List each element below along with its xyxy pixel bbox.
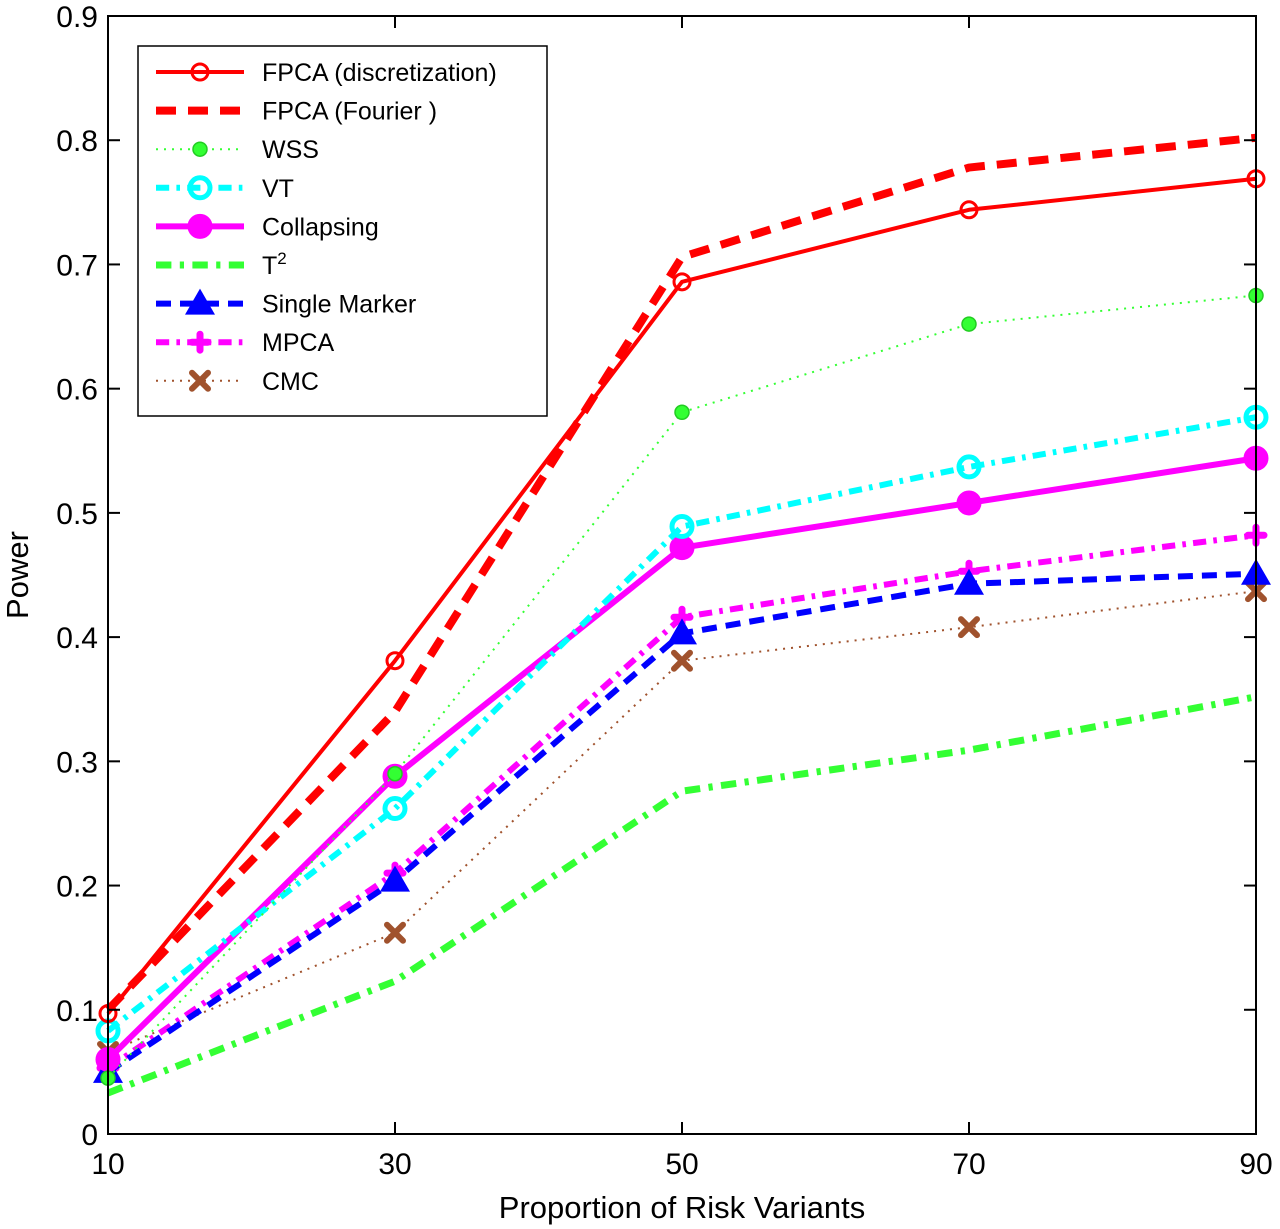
y-tick-label: 0.6 — [56, 374, 98, 407]
data-point — [674, 404, 690, 421]
y-tick-label: 0.9 — [56, 1, 98, 34]
legend-entry: T2 — [156, 249, 287, 280]
data-point — [956, 454, 982, 480]
legend-entry: FPCA (Fourier ) — [156, 98, 437, 126]
legend-entry: MPCA — [156, 329, 335, 357]
series-line — [106, 414, 1257, 1034]
legend-marker — [188, 330, 212, 354]
legend-marker — [187, 175, 213, 201]
x-axis-title: Proportion of Risk Variants — [499, 1190, 865, 1225]
data-point — [385, 651, 405, 671]
data-point — [956, 490, 982, 516]
data-point — [387, 766, 403, 782]
data-point — [384, 921, 406, 944]
legend-entry: WSS — [156, 136, 319, 164]
legend-entry: VT — [156, 175, 294, 203]
y-tick-label: 0.4 — [56, 622, 98, 655]
legend-marker — [187, 213, 213, 239]
series-line — [106, 176, 1257, 1015]
data-point — [959, 200, 979, 220]
y-tick-label: 0.7 — [56, 249, 98, 282]
y-tick-label: 0.1 — [56, 995, 98, 1028]
data-point — [669, 514, 695, 540]
data-point — [667, 618, 697, 645]
legend-label: FPCA (Fourier ) — [262, 98, 437, 126]
legend-entry: FPCA (discretization) — [156, 59, 497, 87]
legend-entry: Collapsing — [156, 213, 379, 241]
legend-entry: Single Marker — [156, 288, 416, 319]
axis-ticks: 10 30 50 70 90 0 0.1 0.2 0.3 0.4 0.5 0.6 0.7 0.8 0.9 — [56, 1, 1272, 1181]
y-axis-title: Power — [0, 531, 35, 619]
series-line — [106, 532, 1257, 1071]
x-tick-label: 70 — [952, 1148, 985, 1181]
legend-marker — [185, 288, 215, 315]
legend-entry: CMC — [156, 368, 319, 396]
data-point — [380, 865, 410, 892]
data-point — [958, 616, 980, 639]
data-point — [669, 535, 695, 561]
series-line — [105, 133, 1257, 1013]
legend-label: MPCA — [262, 329, 335, 357]
y-tick-label: 0.8 — [56, 125, 98, 158]
legend-marker — [190, 62, 210, 82]
data-point — [382, 796, 408, 822]
legend-label: Collapsing — [262, 213, 379, 241]
data-point — [954, 568, 984, 595]
legend-label: CMC — [262, 368, 319, 396]
legend-label: VT — [262, 175, 294, 203]
y-tick-label: 0.3 — [56, 746, 98, 779]
y-tick-label: 0.2 — [56, 871, 98, 904]
y-tick-label: 0 — [81, 1119, 98, 1152]
x-tick-label: 90 — [1239, 1148, 1272, 1181]
legend-label-superscript: 2 — [277, 249, 286, 268]
data-point — [672, 272, 692, 292]
legend-marker — [192, 141, 208, 157]
series-fpca-fourier — [105, 133, 1257, 1013]
legend-marker — [189, 369, 211, 392]
x-tick-label: 30 — [378, 1148, 411, 1181]
legend-label: FPCA (discretization) — [262, 59, 497, 87]
x-tick-label: 50 — [665, 1148, 698, 1181]
y-tick-label: 0.5 — [56, 498, 98, 531]
data-point — [671, 649, 693, 672]
data-point — [961, 316, 977, 332]
legend: FPCA (discretization) FPCA (Fourier ) WSS V… — [137, 45, 548, 417]
x-tick-label: 10 — [91, 1148, 124, 1181]
legend-label: Single Marker — [262, 291, 416, 319]
legend-label: WSS — [262, 136, 319, 164]
